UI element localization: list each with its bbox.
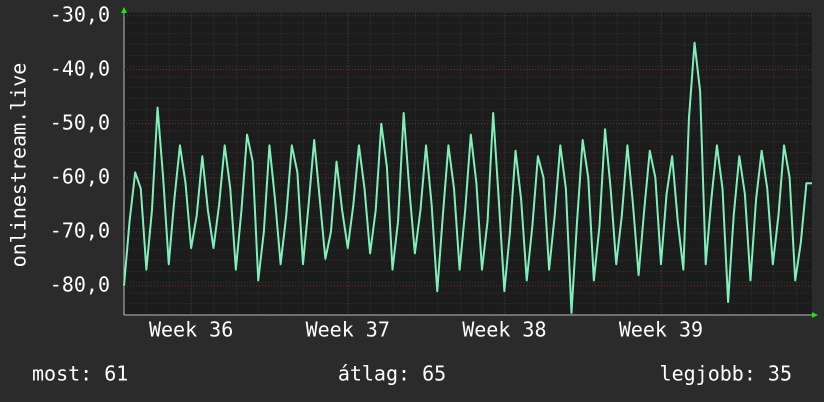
series-line: [123, 41, 812, 314]
stat-best: legjobb: 35: [660, 362, 792, 386]
x-tick-label: Week 37: [306, 318, 390, 342]
y-tick-label: -40,0: [50, 56, 110, 80]
y-tick-label: -80,0: [50, 272, 110, 296]
y-tick-label: -60,0: [50, 164, 110, 188]
axis-arrow: [121, 7, 127, 13]
y-tick-label: -50,0: [50, 110, 110, 134]
axis-arrow: [812, 312, 818, 318]
y-tick-label: -30,0: [50, 2, 110, 26]
y-tick-label: -70,0: [50, 218, 110, 242]
stat-current: most: 61: [32, 362, 128, 386]
y-axis-label: onlinestream.live: [7, 63, 31, 268]
x-tick-label: Week 39: [619, 318, 703, 342]
x-tick-label: Week 38: [462, 318, 546, 342]
stat-average: átlag: 65: [338, 362, 446, 386]
x-tick-label: Week 36: [149, 318, 233, 342]
